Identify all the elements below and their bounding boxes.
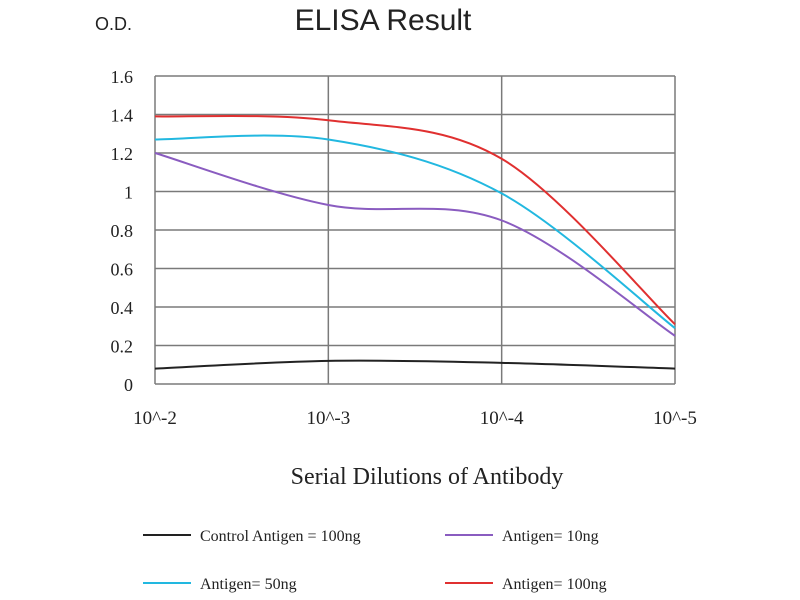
y-tick-label: 0.6 bbox=[111, 260, 134, 280]
legend-label: Control Antigen = 100ng bbox=[200, 528, 361, 545]
x-tick-label: 10^-3 bbox=[306, 408, 350, 429]
y-tick-label: 0.4 bbox=[111, 298, 134, 318]
legend-label: Antigen= 50ng bbox=[200, 576, 297, 593]
series-line-1 bbox=[154, 152, 676, 337]
series-line-0 bbox=[154, 359, 676, 370]
chart-title: ELISA Result bbox=[295, 4, 472, 37]
y-tick-label: 1.2 bbox=[111, 144, 134, 164]
y-axis-label: O.D. bbox=[95, 14, 132, 34]
legend: Control Antigen = 100ng Antigen= 10ng Anti… bbox=[143, 528, 607, 593]
x-tick-label: 10^-4 bbox=[480, 408, 524, 429]
series-line-2 bbox=[154, 134, 676, 329]
x-tick-label: 10^-5 bbox=[653, 408, 697, 429]
legend-label: Antigen= 100ng bbox=[502, 576, 607, 593]
y-tick-label: 0.2 bbox=[111, 337, 134, 357]
y-tick-label: 1.6 bbox=[111, 67, 134, 87]
y-tick-label: 1 bbox=[124, 183, 133, 203]
x-tick-label: 10^-2 bbox=[133, 408, 177, 429]
y-tick-label: 1.4 bbox=[111, 106, 134, 126]
legend-label: Antigen= 10ng bbox=[502, 528, 599, 545]
series-line-3 bbox=[154, 114, 676, 326]
x-axis-label: Serial Dilutions of Antibody bbox=[291, 464, 564, 490]
y-tick-label: 0.8 bbox=[111, 221, 134, 241]
y-tick-label: 0 bbox=[124, 375, 133, 395]
